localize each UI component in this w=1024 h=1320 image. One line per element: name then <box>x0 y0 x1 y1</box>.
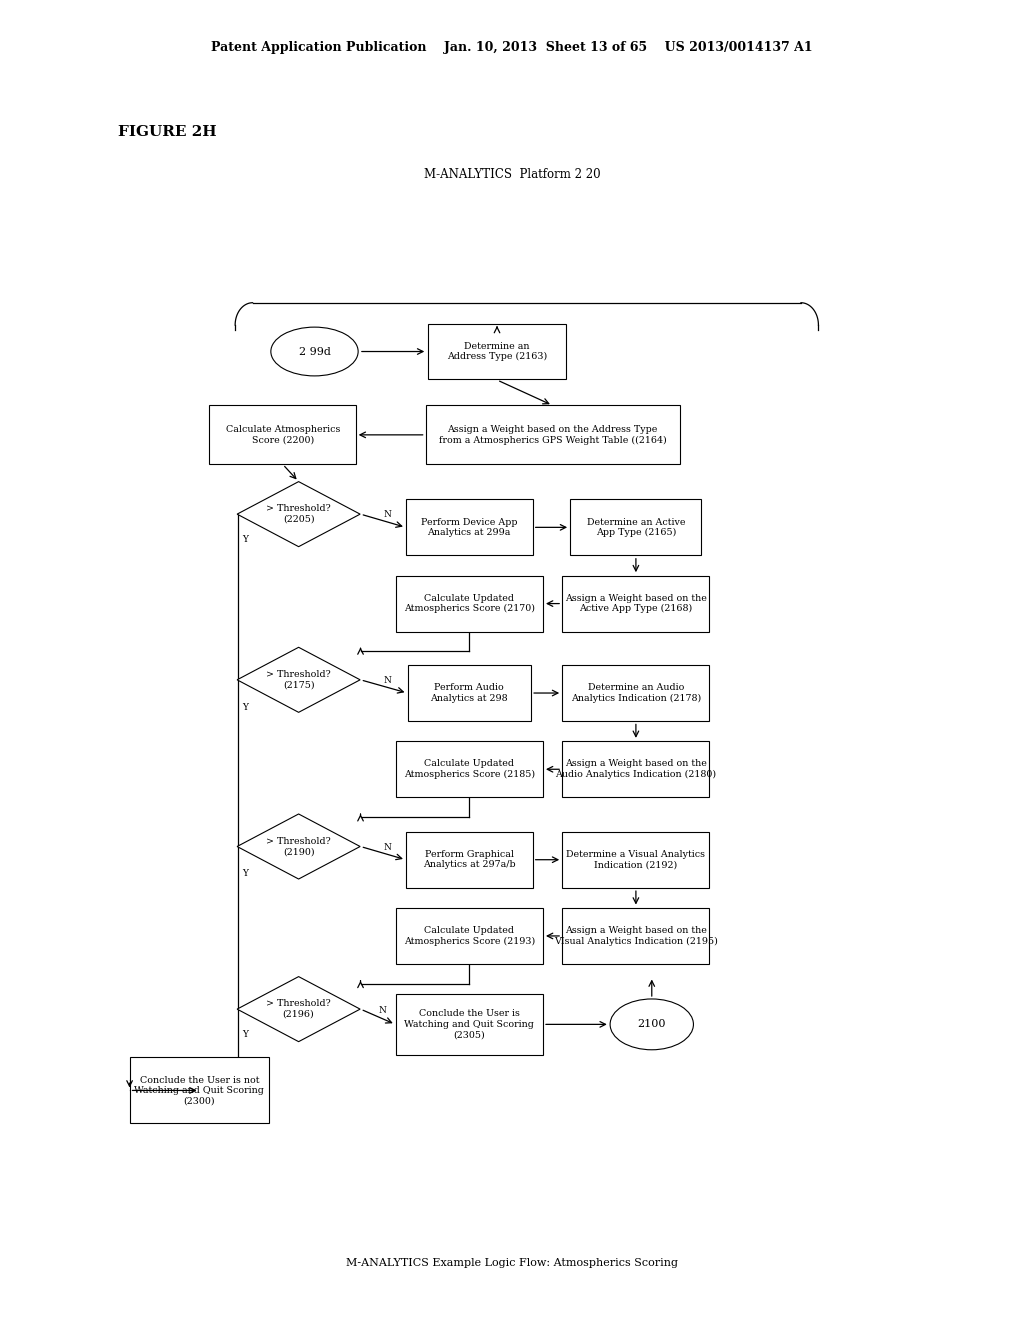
FancyBboxPatch shape <box>562 576 710 631</box>
FancyBboxPatch shape <box>406 832 532 887</box>
Text: Assign a Weight based on the
Active App Type (2168): Assign a Weight based on the Active App … <box>565 594 707 614</box>
Text: Assign a Weight based on the Address Type
from a Atmospherics GPS Weight Table (: Assign a Weight based on the Address Typ… <box>438 425 667 445</box>
FancyBboxPatch shape <box>570 499 701 556</box>
Text: M-ANALYTICS  Platform 2 20: M-ANALYTICS Platform 2 20 <box>424 168 600 181</box>
Text: Perform Device App
Analytics at 299a: Perform Device App Analytics at 299a <box>421 517 517 537</box>
FancyBboxPatch shape <box>130 1057 269 1123</box>
FancyBboxPatch shape <box>428 323 566 379</box>
Ellipse shape <box>270 327 358 376</box>
FancyBboxPatch shape <box>396 576 543 631</box>
Polygon shape <box>238 482 360 546</box>
Polygon shape <box>238 977 360 1041</box>
FancyBboxPatch shape <box>396 908 543 964</box>
Text: Calculate Updated
Atmospherics Score (2170): Calculate Updated Atmospherics Score (21… <box>403 594 535 614</box>
Text: FIGURE 2H: FIGURE 2H <box>118 125 216 139</box>
Text: N: N <box>384 676 392 685</box>
Text: 2 99d: 2 99d <box>299 347 331 356</box>
Text: Conclude the User is
Watching and Quit Scoring
(2305): Conclude the User is Watching and Quit S… <box>404 1010 535 1039</box>
Text: Determine a Visual Analytics
Indication (2192): Determine a Visual Analytics Indication … <box>566 850 706 870</box>
Text: > Threshold?
(2175): > Threshold? (2175) <box>266 671 331 689</box>
Text: Perform Audio
Analytics at 298: Perform Audio Analytics at 298 <box>430 684 508 702</box>
Text: Determine an Active
App Type (2165): Determine an Active App Type (2165) <box>587 517 685 537</box>
Text: N: N <box>383 842 391 851</box>
FancyBboxPatch shape <box>406 499 532 556</box>
Text: Y: Y <box>243 870 249 878</box>
FancyBboxPatch shape <box>562 832 710 887</box>
Text: Conclude the User is not
Watching and Quit Scoring
(2300): Conclude the User is not Watching and Qu… <box>134 1076 264 1105</box>
Text: > Threshold?
(2205): > Threshold? (2205) <box>266 504 331 524</box>
Text: Determine an
Address Type (2163): Determine an Address Type (2163) <box>446 342 547 362</box>
Text: N: N <box>383 510 391 519</box>
Text: Determine an Audio
Analytics Indication (2178): Determine an Audio Analytics Indication … <box>570 684 701 702</box>
Text: > Threshold?
(2190): > Threshold? (2190) <box>266 837 331 857</box>
Text: Perform Graphical
Analytics at 297a/b: Perform Graphical Analytics at 297a/b <box>423 850 515 870</box>
Text: Assign a Weight based on the
Audio Analytics Indication (2180): Assign a Weight based on the Audio Analy… <box>555 759 717 779</box>
FancyBboxPatch shape <box>426 405 680 465</box>
Text: Patent Application Publication    Jan. 10, 2013  Sheet 13 of 65    US 2013/00141: Patent Application Publication Jan. 10, … <box>211 41 813 54</box>
Text: Y: Y <box>243 1030 249 1039</box>
Text: N: N <box>378 1006 386 1015</box>
FancyBboxPatch shape <box>562 742 710 797</box>
Text: Calculate Atmospherics
Score (2200): Calculate Atmospherics Score (2200) <box>225 425 340 445</box>
FancyBboxPatch shape <box>408 665 530 721</box>
FancyBboxPatch shape <box>396 742 543 797</box>
Polygon shape <box>238 814 360 879</box>
FancyBboxPatch shape <box>396 994 543 1055</box>
Ellipse shape <box>610 999 693 1049</box>
FancyBboxPatch shape <box>562 908 710 964</box>
Polygon shape <box>238 647 360 713</box>
Text: Y: Y <box>243 702 249 711</box>
FancyBboxPatch shape <box>209 405 356 465</box>
Text: 2100: 2100 <box>638 1019 666 1030</box>
Text: Assign a Weight based on the
VIsual Analytics Indication (2195): Assign a Weight based on the VIsual Anal… <box>554 927 718 945</box>
Text: > Threshold?
(2196): > Threshold? (2196) <box>266 999 331 1019</box>
Text: Y: Y <box>243 535 249 544</box>
Text: Calculate Updated
Atmospherics Score (2185): Calculate Updated Atmospherics Score (21… <box>403 759 535 779</box>
Text: Calculate Updated
Atmospherics Score (2193): Calculate Updated Atmospherics Score (21… <box>403 927 535 945</box>
Text: M-ANALYTICS Example Logic Flow: Atmospherics Scoring: M-ANALYTICS Example Logic Flow: Atmosphe… <box>346 1258 678 1269</box>
FancyBboxPatch shape <box>562 665 710 721</box>
